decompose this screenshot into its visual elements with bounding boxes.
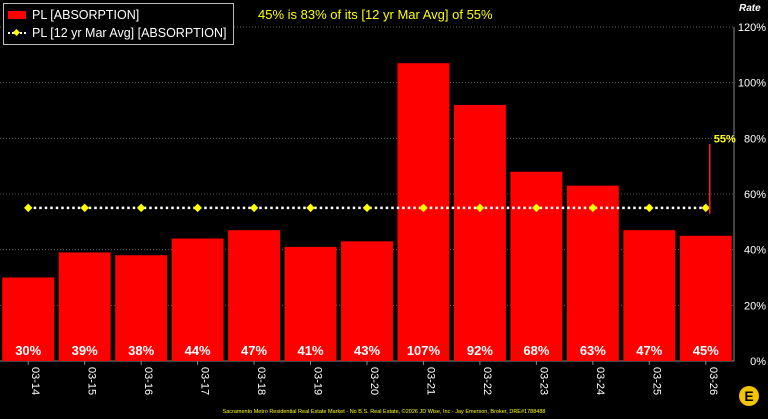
x-tick-label: 03-14 [29, 367, 41, 395]
bar-data-label: 43% [354, 343, 380, 358]
bar-data-label: 47% [636, 343, 662, 358]
legend-bar-swatch [8, 11, 26, 19]
x-tick-label: 03-18 [255, 367, 267, 395]
x-tick-label: 03-24 [594, 367, 606, 395]
average-annotation: 55% [714, 133, 736, 145]
average-point [80, 203, 89, 213]
bar-data-label: 92% [467, 343, 493, 358]
average-point [136, 203, 146, 213]
bar [284, 246, 337, 361]
average-line-series: 55% [23, 133, 736, 214]
bar [566, 185, 619, 361]
average-point [193, 203, 202, 213]
legend-bar-label: PL [ABSORPTION] [32, 8, 140, 22]
average-point [249, 203, 259, 213]
average-point [475, 203, 485, 213]
x-tick-label: 03-26 [707, 367, 719, 395]
brand-logo: E [739, 386, 759, 406]
footer-credit: Sacramento Metro Residential Real Estate… [222, 409, 546, 415]
bar [510, 171, 563, 361]
bar [58, 252, 111, 361]
y-tick-label: 20% [744, 300, 766, 312]
average-point [701, 203, 711, 213]
y-tick-label: 120% [738, 22, 766, 34]
bar-data-label: 44% [185, 343, 211, 358]
legend-avg-swatch [8, 29, 26, 37]
chart-headline: 45% is 83% of its [12 yr Mar Avg] of 55% [258, 7, 493, 22]
x-tick-label: 03-25 [650, 367, 662, 395]
x-tick-label: 03-21 [424, 367, 436, 395]
y-tick-label: 80% [744, 133, 766, 145]
x-tick-label: 03-17 [199, 367, 211, 395]
average-point [645, 203, 654, 213]
bar-data-label: 63% [580, 343, 606, 358]
bar-data-label: 47% [241, 343, 267, 358]
average-point [419, 203, 428, 213]
x-tick-label: 03-15 [86, 367, 98, 395]
average-point [23, 203, 33, 213]
bar-data-label: 107% [407, 343, 441, 358]
bar-data-label: 45% [693, 343, 719, 358]
bar [228, 230, 281, 361]
x-tick-label: 03-19 [312, 367, 324, 395]
y-axis-title: Rate [739, 3, 761, 14]
y-tick-label: 0% [750, 356, 766, 368]
bar-data-label: 30% [15, 343, 41, 358]
bar-data-label: 41% [298, 343, 324, 358]
bar [453, 104, 506, 361]
x-tick-label: 03-20 [368, 367, 380, 395]
x-tick-label: 03-16 [142, 367, 154, 395]
bar [623, 230, 676, 361]
x-tick-label: 03-22 [481, 367, 493, 395]
y-tick-label: 40% [744, 245, 766, 257]
y-tick-label: 60% [744, 189, 766, 201]
bar [115, 255, 168, 361]
bar-data-label: 39% [72, 343, 98, 358]
y-axis: 0% 20% 40% 60% 80% 100% 120% [738, 22, 766, 368]
legend-avg-label: PL [12 yr Mar Avg] [ABSORPTION] [32, 26, 227, 40]
y-tick-label: 100% [738, 78, 766, 90]
legend-item-average: PL [12 yr Mar Avg] [ABSORPTION] [8, 24, 227, 42]
bar [341, 241, 393, 361]
average-point [306, 203, 315, 213]
legend-item-bars: PL [ABSORPTION] [8, 6, 227, 24]
bar-data-label: 38% [128, 343, 154, 358]
bar [679, 235, 732, 361]
bar-data-label: 68% [523, 343, 549, 358]
x-axis: 03-14 03-15 03-16 03-17 03-18 03-19 03-20 03-21… [27, 361, 719, 395]
average-point [362, 203, 372, 213]
chart-legend: PL [ABSORPTION] PL [12 yr Mar Avg] [ABSO… [3, 3, 234, 45]
x-tick-label: 03-23 [537, 367, 549, 395]
bar [2, 277, 55, 361]
bar-series: 30% 39% 38% 44% 47% 41% 43% 107% 92% 68% 63% 47% 45% [2, 63, 732, 361]
bar [171, 238, 224, 361]
